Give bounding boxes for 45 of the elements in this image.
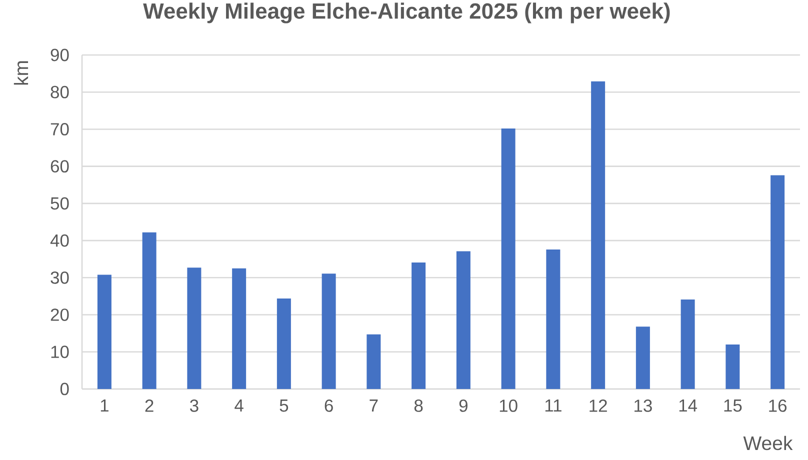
x-axis-title: Week (743, 436, 793, 450)
bar (680, 300, 695, 389)
x-tick-label: 13 (634, 400, 652, 412)
bar (770, 175, 785, 389)
x-tick-label: 15 (724, 400, 742, 412)
y-tick-label: 90 (50, 48, 69, 62)
y-tick-label: 0 (60, 382, 69, 396)
bar (366, 334, 381, 389)
x-tick-label: 2 (145, 400, 154, 412)
bar (276, 298, 291, 389)
y-axis-title: km (14, 61, 28, 85)
y-tick-label: 40 (50, 234, 69, 247)
bar (232, 268, 246, 389)
y-tick-label: 20 (50, 308, 69, 321)
x-tick-label: 6 (324, 400, 333, 412)
y-tick-label: 10 (51, 346, 69, 358)
y-tick-label: 60 (50, 160, 69, 173)
y-tick-label: 30 (50, 271, 69, 284)
x-tick-label: 8 (414, 400, 423, 412)
bar (142, 232, 156, 389)
y-tick-label: 80 (50, 86, 69, 98)
bar (501, 128, 516, 389)
x-tick-label: 12 (590, 400, 607, 412)
x-tick-label: 5 (280, 400, 288, 412)
bar (412, 262, 426, 389)
bar (546, 249, 560, 389)
bar (726, 344, 740, 389)
bar (636, 326, 650, 389)
x-tick-label: 14 (679, 400, 698, 412)
x-tick-label: 7 (370, 400, 378, 412)
y-tick-label: 70 (50, 123, 69, 136)
bar (456, 251, 470, 389)
x-tick-label: 4 (234, 400, 244, 412)
x-tick-label: 9 (459, 400, 468, 412)
x-tick-label: 11 (545, 400, 562, 412)
x-tick-label: 1 (100, 400, 108, 412)
y-tick-label: 50 (50, 197, 69, 210)
bar (322, 274, 336, 389)
x-tick-label: 10 (500, 400, 518, 412)
x-tick-label: 16 (769, 400, 787, 412)
x-tick-label: 3 (190, 400, 198, 412)
bar (97, 274, 112, 389)
bar (591, 81, 606, 389)
bar (187, 268, 202, 389)
chart-title: Weekly Mileage Elche-Alicante 2025 (km per week) (143, 2, 670, 24)
